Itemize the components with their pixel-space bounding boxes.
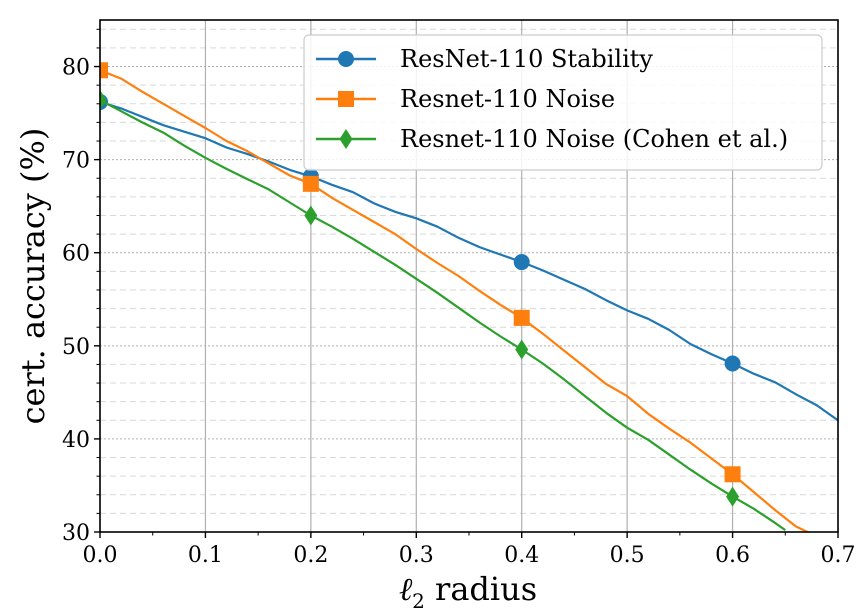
legend-swatch-marker <box>338 51 354 67</box>
series-3-marker <box>100 90 107 111</box>
x-tick-label: 0.5 <box>610 543 645 568</box>
x-tick-label: 0.7 <box>821 543 856 568</box>
legend-entry-2: Resnet-110 Noise <box>316 85 615 113</box>
legend-entry-1: ResNet-110 Stability <box>316 45 653 73</box>
legend-label: ResNet-110 Stability <box>400 45 653 73</box>
y-tick-label: 70 <box>62 149 90 174</box>
series-3-marker <box>515 339 529 360</box>
series-line-2 <box>100 69 811 532</box>
x-tick-label: 0.2 <box>293 543 328 568</box>
legend-box <box>303 34 823 171</box>
legend-label: Resnet-110 Noise (Cohen et al.) <box>400 125 788 153</box>
y-tick-label: 80 <box>62 56 90 81</box>
x-tick-label: 0.1 <box>188 543 223 568</box>
y-tick-label: 50 <box>62 335 90 360</box>
x-axis-title-rest: radius <box>425 570 537 608</box>
legend-swatch-marker <box>338 91 354 107</box>
x-axis-title: ℓ2 radius <box>399 570 537 612</box>
y-axis-title: cert. accuracy (%) <box>14 128 52 425</box>
series-2 <box>100 62 811 532</box>
series-line-3 <box>100 99 786 532</box>
axis-ticks: 0.0 0.1 0.2 0.3 0.4 0.5 0.6 0.7 30 40 50 60 70 80 <box>62 28 856 568</box>
series-2-marker <box>724 466 741 483</box>
x-tick-label: 0.4 <box>504 543 539 568</box>
legend-label: Resnet-110 Noise <box>400 85 615 113</box>
series-2-marker <box>302 175 319 192</box>
legend-swatch-marker <box>339 129 353 149</box>
series-3-marker <box>304 205 318 226</box>
x-axis-title-subscript: 2 <box>412 589 425 612</box>
y-tick-label: 30 <box>62 521 90 546</box>
legend-entry-3: Resnet-110 Noise (Cohen et al.) <box>316 125 788 153</box>
y-tick-label: 40 <box>62 428 90 453</box>
x-tick-label: 0.0 <box>83 543 118 568</box>
y-tick-label: 60 <box>62 242 90 267</box>
series-line-1 <box>100 100 838 422</box>
series-2-marker <box>100 62 108 79</box>
legend: ResNet-110 Stability Resnet-110 Noise Resn… <box>303 34 823 171</box>
series-2-marker <box>513 309 530 326</box>
x-axis-title-ell: ℓ <box>399 570 413 608</box>
series-group <box>100 62 838 532</box>
x-tick-label: 0.3 <box>399 543 434 568</box>
series-1-marker <box>724 355 741 372</box>
series-3-marker <box>726 486 740 507</box>
series-1-marker <box>513 254 530 271</box>
x-tick-label: 0.6 <box>715 543 750 568</box>
series-3 <box>100 90 786 532</box>
